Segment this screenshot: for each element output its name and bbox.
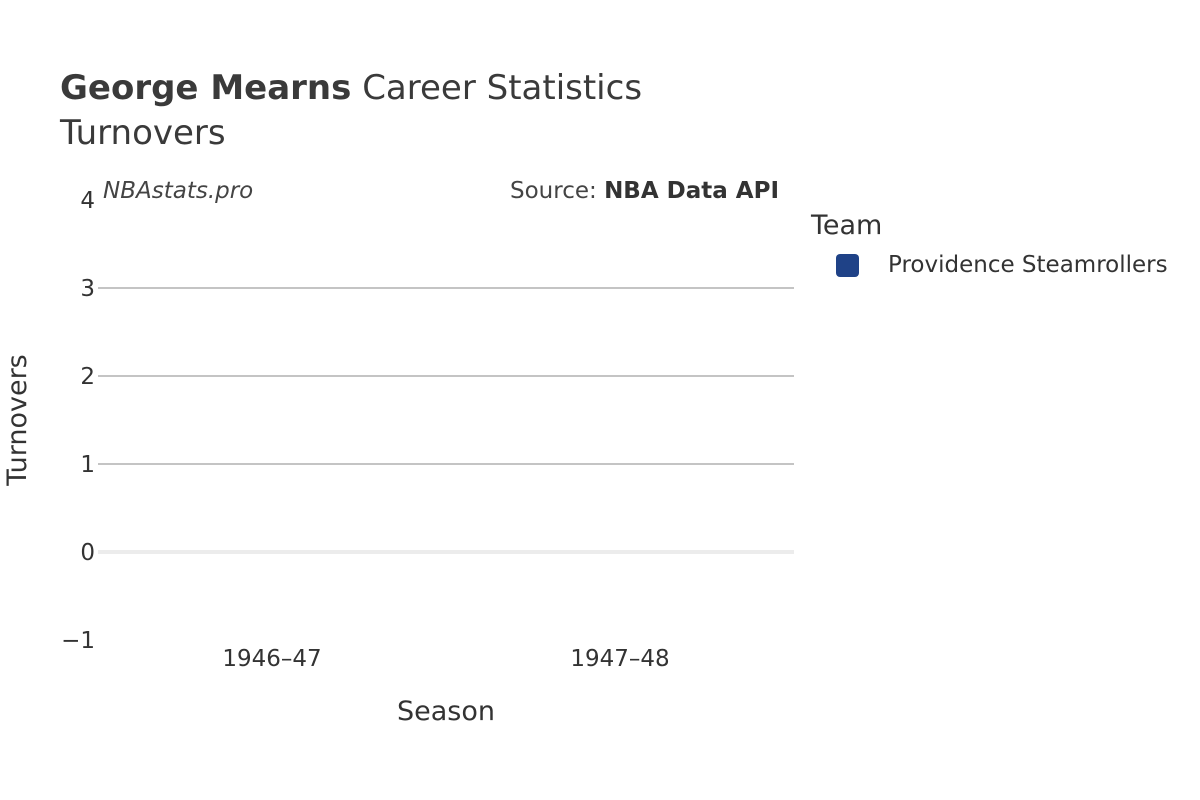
chart-title: George Mearns Career Statistics (60, 66, 642, 110)
source-prefix: Source: (510, 178, 597, 204)
y-axis-title: Turnovers (2, 354, 33, 487)
source-credit: Source: NBA Data API (510, 178, 779, 204)
chart-subtitle: Turnovers (60, 113, 226, 153)
source-name: NBA Data API (604, 178, 779, 204)
x-axis-title: Season (397, 696, 495, 727)
grid-layer (98, 287, 794, 554)
legend-item-providence-steamrollers[interactable]: Providence Steamrollers (836, 252, 1168, 278)
title-suffix: Career Statistics (362, 68, 643, 108)
y-tick-label: 0 (80, 540, 95, 566)
y-tick-labels: −1 0 1 2 3 4 (61, 188, 95, 654)
y-tick-label: −1 (61, 628, 95, 654)
y-tick-label: 4 (80, 188, 95, 214)
y-tick-label: 3 (80, 276, 95, 302)
legend-label: Providence Steamrollers (888, 252, 1168, 278)
y-tick-label: 1 (80, 452, 95, 478)
watermark-text: NBAstats.pro (103, 178, 254, 204)
player-name: George Mearns (60, 68, 352, 108)
x-tick-label: 1947–48 (570, 646, 669, 672)
legend-swatch (836, 253, 859, 277)
x-tick-label: 1946–47 (222, 646, 321, 672)
legend-title: Team (811, 210, 883, 241)
y-tick-label: 2 (80, 364, 95, 390)
x-tick-labels: 1946–47 1947–48 (222, 646, 669, 672)
